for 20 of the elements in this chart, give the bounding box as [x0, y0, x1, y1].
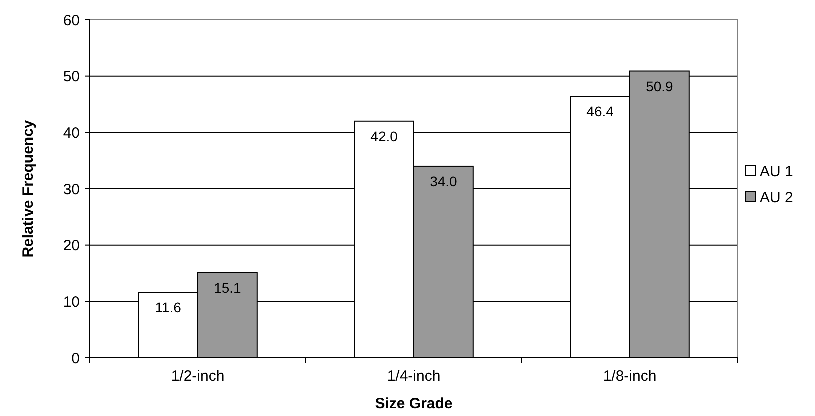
y-tick-label: 40: [63, 124, 80, 142]
data-label: 15.1: [214, 280, 242, 296]
data-label: 34.0: [430, 173, 458, 190]
y-tick-label: 20: [63, 238, 80, 255]
y-tick-label: 30: [63, 181, 80, 198]
y-axis-title: Relative Frequency: [20, 120, 37, 258]
y-tick-label: 0: [72, 350, 80, 368]
y-tick-label: 10: [63, 294, 80, 311]
y-tick-label: 60: [63, 12, 80, 30]
x-axis-title: Size Grade: [375, 396, 453, 412]
legend-label: AU 1: [760, 163, 794, 180]
data-label: 11.6: [155, 300, 182, 316]
data-label: 42.0: [370, 128, 398, 144]
data-label: 46.4: [586, 104, 614, 120]
x-tick-label: 1/4-inch: [387, 368, 441, 385]
y-tick-label: 50: [63, 68, 80, 86]
data-label: 50.9: [646, 78, 674, 94]
x-tick-label: 1/2-inch: [171, 368, 225, 385]
x-tick-label: 1/8-inch: [603, 368, 657, 385]
legend-label: AU 2: [760, 189, 794, 206]
